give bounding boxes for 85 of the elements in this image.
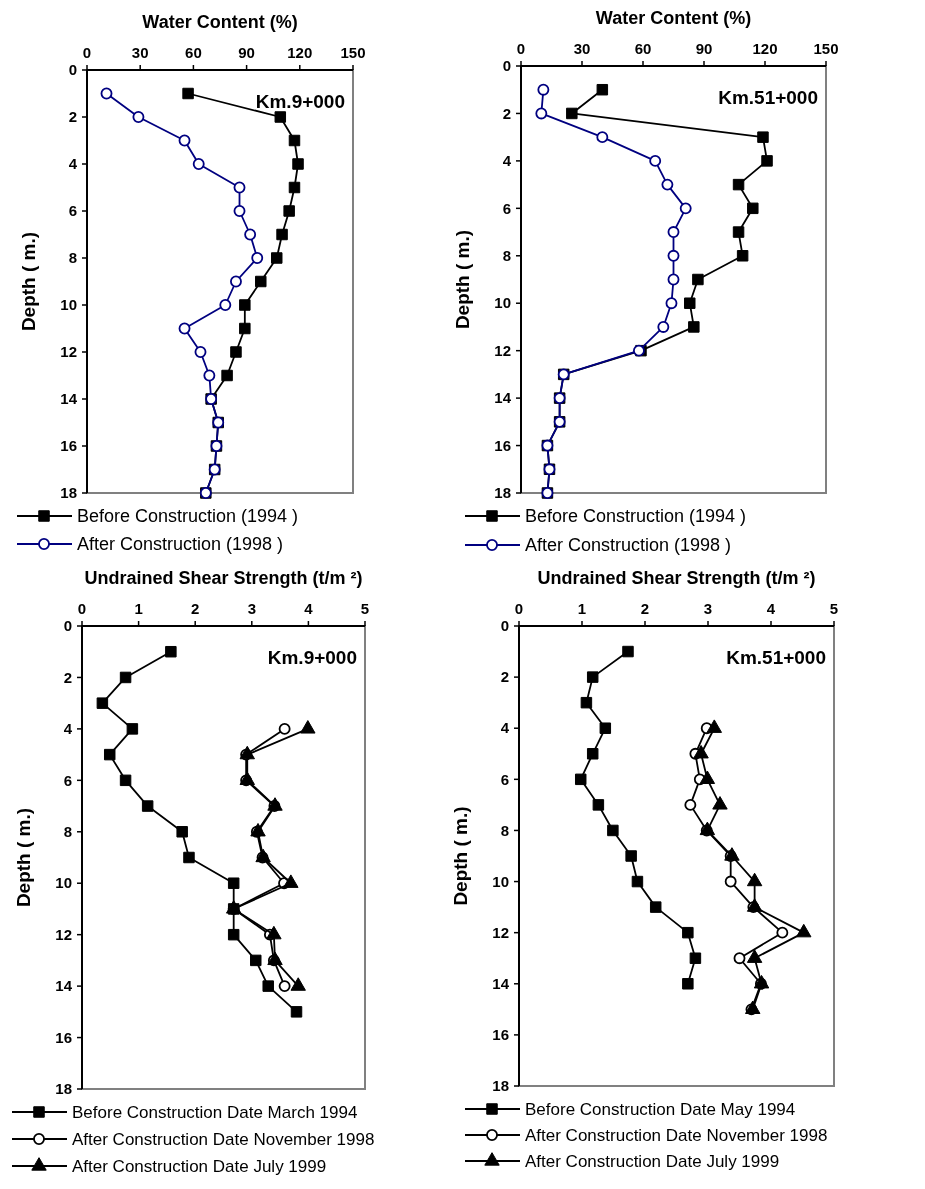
- y-tick-label: 8: [500, 821, 509, 839]
- y-tick-label: 4: [500, 719, 510, 737]
- y-tick-label: 12: [60, 343, 77, 361]
- y-axis-title: Depth ( m.): [13, 807, 34, 908]
- x-axis-title: Water Content (%): [595, 8, 752, 28]
- legend-label: After Construction (1998 ): [77, 534, 284, 555]
- x-axis-title: Undrained Shear Strength (t/m ²): [84, 568, 363, 588]
- x-tick-label: 90: [695, 40, 713, 57]
- y-tick-label: 12: [492, 923, 509, 941]
- y-axis-title: Depth ( m.): [18, 231, 39, 332]
- x-tick-label: 2: [640, 600, 650, 617]
- x-tick-label: 60: [634, 40, 652, 57]
- x-tick-label: 4: [766, 600, 776, 617]
- annotation: Km.9+000: [267, 647, 357, 668]
- y-tick-label: 18: [494, 484, 511, 502]
- legend-label: After Construction Date July 1999: [72, 1156, 327, 1176]
- legend-label: After Construction (1998 ): [525, 535, 732, 556]
- y-tick-label: 14: [60, 390, 78, 408]
- x-tick-label: 0: [82, 44, 92, 61]
- y-tick-label: 16: [492, 1026, 509, 1044]
- y-tick-label: 18: [492, 1077, 509, 1095]
- y-tick-label: 4: [502, 152, 512, 170]
- y-tick-label: 14: [55, 977, 73, 995]
- x-axis-title: Undrained Shear Strength (t/m ²): [537, 568, 816, 588]
- y-tick-label: 12: [494, 341, 511, 359]
- legend-label: Before Construction (1994 ): [77, 506, 299, 527]
- x-tick-label: 5: [829, 600, 839, 617]
- x-tick-label: 1: [134, 600, 143, 617]
- y-tick-label: 6: [502, 199, 511, 217]
- y-tick-label: 0: [502, 57, 511, 75]
- legend-label: After Construction Date July 1999: [525, 1151, 780, 1171]
- y-tick-label: 10: [492, 872, 509, 890]
- annotation: Km.51+000: [726, 647, 826, 668]
- y-tick-label: 2: [502, 104, 511, 122]
- x-tick-label: 90: [238, 44, 255, 61]
- y-tick-label: 8: [68, 249, 77, 267]
- x-tick-label: 2: [191, 600, 200, 617]
- y-tick-label: 4: [63, 720, 73, 738]
- y-tick-label: 16: [55, 1028, 72, 1046]
- x-tick-label: 150: [340, 44, 366, 61]
- y-tick-label: 6: [68, 202, 77, 220]
- x-axis-title: Water Content (%): [142, 12, 298, 32]
- y-tick-label: 10: [494, 294, 511, 312]
- y-tick-label: 10: [55, 874, 72, 892]
- x-tick-label: 30: [573, 40, 591, 57]
- annotation: Km.51+000: [718, 87, 818, 108]
- x-tick-label: 5: [360, 600, 370, 617]
- y-tick-label: 4: [68, 155, 78, 173]
- legend-label: After Construction Date November 1998: [72, 1129, 375, 1149]
- y-tick-label: 14: [494, 389, 512, 407]
- y-axis-title: Depth ( m.): [452, 229, 473, 330]
- x-tick-label: 0: [514, 600, 524, 617]
- legend-label: After Construction Date November 1998: [525, 1125, 828, 1145]
- y-tick-label: 8: [502, 247, 511, 265]
- y-tick-label: 16: [60, 437, 77, 455]
- y-tick-label: 10: [60, 296, 77, 314]
- y-axis-title: Depth ( m.): [450, 806, 471, 906]
- y-tick-label: 8: [63, 823, 72, 841]
- x-tick-label: 60: [185, 44, 202, 61]
- x-tick-label: 30: [131, 44, 149, 61]
- y-tick-label: 0: [63, 617, 72, 635]
- y-tick-label: 2: [68, 108, 77, 126]
- y-tick-label: 6: [63, 771, 72, 789]
- x-tick-label: 120: [287, 44, 313, 61]
- y-tick-label: 16: [494, 436, 511, 454]
- legend-label: Before Construction Date March 1994: [72, 1102, 358, 1122]
- y-tick-label: 0: [68, 61, 77, 79]
- x-tick-label: 0: [516, 40, 526, 57]
- y-tick-label: 0: [500, 617, 509, 635]
- legend-label: Before Construction (1994 ): [525, 506, 747, 527]
- x-tick-label: 3: [247, 600, 256, 617]
- legend-label: Before Construction Date May 1994: [525, 1099, 796, 1119]
- x-tick-label: 4: [304, 600, 314, 617]
- annotation: Km.9+000: [255, 91, 345, 112]
- x-tick-label: 150: [813, 40, 839, 57]
- x-tick-label: 1: [577, 600, 587, 617]
- y-tick-label: 2: [500, 668, 509, 686]
- x-tick-label: 3: [703, 600, 713, 617]
- y-tick-label: 18: [60, 484, 77, 502]
- y-tick-label: 12: [55, 925, 72, 943]
- x-tick-label: 120: [752, 40, 778, 57]
- y-tick-label: 2: [63, 668, 72, 686]
- y-tick-label: 14: [492, 975, 510, 993]
- y-tick-label: 6: [500, 770, 509, 788]
- y-tick-label: 18: [55, 1080, 72, 1098]
